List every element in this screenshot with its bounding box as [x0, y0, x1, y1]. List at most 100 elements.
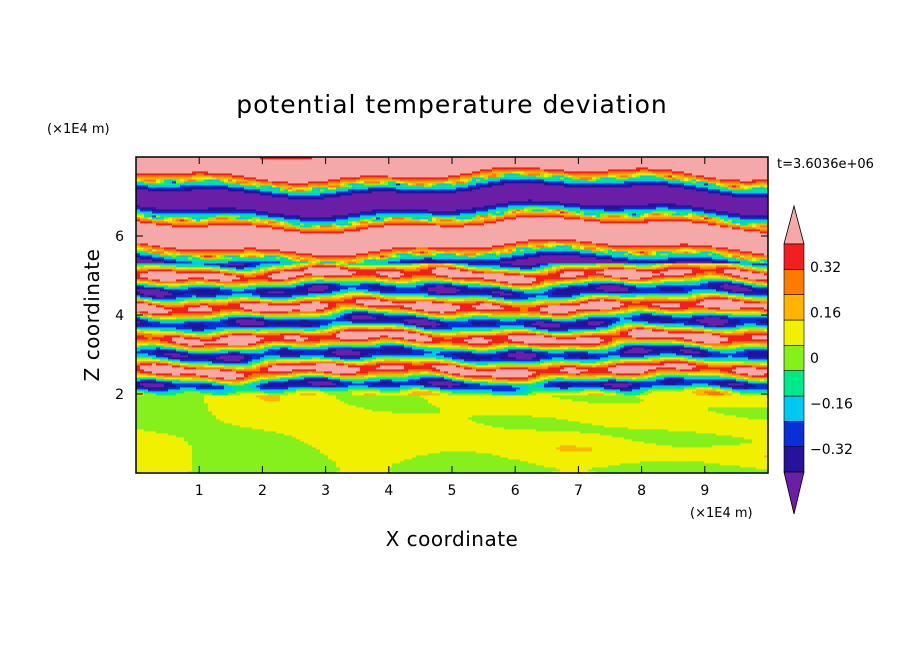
field-cell [540, 315, 553, 318]
field-cell [516, 245, 529, 248]
field-cell [164, 181, 169, 184]
field-cell [552, 395, 637, 398]
field-cell [660, 373, 689, 376]
field-cell [764, 309, 768, 312]
field-cell [388, 185, 425, 188]
field-cell [348, 387, 377, 390]
field-cell [500, 255, 513, 258]
field-cell [468, 361, 497, 364]
field-cell [136, 245, 141, 248]
field-cell [556, 417, 749, 420]
field-cell [748, 283, 757, 286]
x-tick-label: 9 [700, 483, 709, 499]
field-cell [188, 323, 205, 326]
field-cell [320, 321, 333, 324]
field-cell [152, 313, 173, 316]
field-cell [240, 217, 249, 220]
field-cell [528, 205, 541, 208]
field-cell [196, 351, 213, 354]
field-cell [456, 381, 465, 384]
field-cell [284, 225, 297, 228]
field-cell [192, 457, 329, 460]
field-cell [248, 381, 253, 384]
field-cell [444, 377, 449, 380]
field-cell [560, 325, 601, 328]
field-cell [696, 357, 749, 360]
field-cell [408, 377, 421, 380]
field-cell [644, 323, 657, 326]
field-cell [488, 213, 493, 216]
field-cell [136, 355, 141, 358]
field-cell [516, 389, 529, 392]
field-cell [636, 171, 653, 174]
field-cell [412, 277, 445, 280]
field-cell [420, 377, 445, 380]
field-cell [432, 185, 457, 188]
field-cell [420, 329, 425, 332]
field-cell [340, 357, 361, 360]
field-cell [548, 365, 561, 368]
field-cell [360, 305, 369, 308]
field-cell [324, 191, 337, 194]
field-cell [396, 191, 457, 194]
field-cell [368, 255, 381, 258]
field-cell [500, 259, 517, 262]
field-cell [336, 223, 349, 226]
field-cell [248, 285, 285, 288]
field-cell [476, 253, 481, 256]
field-cell [276, 375, 293, 378]
field-cell [540, 373, 577, 376]
field-cell [676, 175, 685, 178]
field-cell [524, 171, 549, 174]
field-cell [328, 377, 333, 380]
field-cell [136, 343, 149, 346]
field-cell [528, 199, 533, 202]
field-cell [156, 295, 165, 298]
field-cell [184, 179, 189, 182]
field-cell [464, 225, 721, 228]
field-cell [152, 301, 161, 304]
field-cell [212, 361, 225, 364]
field-cell [492, 285, 501, 288]
field-cell [584, 213, 597, 216]
field-cell [524, 275, 561, 278]
field-cell [236, 207, 473, 210]
field-cell [220, 213, 233, 216]
field-cell [548, 209, 553, 212]
field-cell [452, 391, 493, 394]
field-cell [384, 221, 429, 224]
field-cell [472, 419, 569, 422]
field-cell [624, 253, 629, 256]
field-cell [288, 189, 293, 192]
field-cell [220, 355, 245, 358]
field-cell [564, 377, 601, 380]
field-cell [448, 363, 457, 366]
field-cell [144, 355, 157, 358]
field-cell [736, 389, 768, 392]
field-cell [472, 305, 501, 308]
field-cell [156, 363, 169, 366]
field-cell [728, 255, 733, 258]
field-cell [380, 341, 397, 344]
field-cell [644, 309, 657, 312]
field-cell [664, 175, 669, 178]
field-cell [216, 333, 225, 336]
field-cell [640, 317, 673, 320]
field-cell [608, 325, 613, 328]
field-cell [520, 293, 553, 296]
field-cell [664, 313, 697, 316]
field-cell [728, 257, 737, 260]
field-cell [260, 255, 265, 258]
field-cell [548, 273, 561, 276]
field-cell [136, 177, 193, 180]
field-cell [724, 289, 733, 292]
field-cell [136, 269, 149, 272]
field-cell [456, 359, 465, 362]
field-cell [428, 183, 433, 186]
field-cell [220, 349, 261, 352]
field-cell [680, 349, 693, 352]
field-cell [580, 373, 617, 376]
field-cell [232, 295, 253, 298]
field-cell [684, 345, 693, 348]
field-cell [168, 359, 173, 362]
